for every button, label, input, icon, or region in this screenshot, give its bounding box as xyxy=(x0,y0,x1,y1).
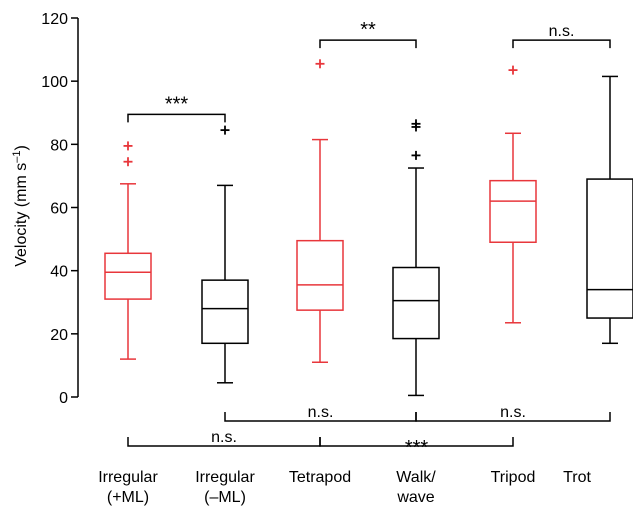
category-label-line1: Irregular xyxy=(195,469,255,486)
significance-brackets-bottom: n.s. n.s. n.s. *** xyxy=(127,404,611,459)
significance-bracket-top: n.s. xyxy=(512,23,611,49)
y-tick-label: 60 xyxy=(50,201,68,218)
y-axis-label-text: Velocity (mm s xyxy=(13,163,30,267)
interquartile-box xyxy=(104,252,152,300)
bracket-line xyxy=(319,437,514,447)
significance-bracket-bottom: *** xyxy=(319,437,514,459)
box-6 xyxy=(586,75,633,345)
x-category-label: Irregular (+ML) xyxy=(73,468,183,508)
bracket-line xyxy=(127,113,226,123)
bracket-line xyxy=(512,39,611,49)
y-axis-title: Velocity (mm s–1) xyxy=(11,145,30,267)
significance-brackets-top: ***** n.s. xyxy=(127,19,611,123)
interquartile-box xyxy=(201,279,249,345)
y-tick-label: 0 xyxy=(59,390,68,407)
outlier-marker xyxy=(220,125,230,135)
significance-bracket-bottom: n.s. xyxy=(127,429,321,447)
significance-label: ** xyxy=(360,19,376,41)
significance-label: n.s. xyxy=(549,23,575,40)
significance-label: n.s. xyxy=(500,404,526,421)
category-label-line2: (+ML) xyxy=(106,489,150,506)
interquartile-box xyxy=(489,179,537,243)
interquartile-box xyxy=(586,178,633,319)
y-tick-label: 20 xyxy=(50,327,68,344)
x-category-label: Walk/wave xyxy=(361,468,471,508)
significance-label: *** xyxy=(405,437,429,459)
outlier-marker xyxy=(411,119,421,129)
significance-label: n.s. xyxy=(211,429,237,446)
category-label-line1: Irregular xyxy=(98,469,158,486)
y-tick-label: 100 xyxy=(41,74,68,91)
category-label-line2: wave xyxy=(397,489,435,506)
box-group xyxy=(104,59,633,397)
y-axis-label-close: ) xyxy=(13,145,30,150)
outlier-marker xyxy=(508,65,518,75)
category-label-line1: Trot xyxy=(563,469,591,486)
box-1 xyxy=(104,141,152,360)
bracket-line xyxy=(319,39,417,49)
significance-bracket-top: *** xyxy=(127,93,226,123)
category-label-line1: Tripod xyxy=(490,469,536,486)
category-label-line1: Walk/ xyxy=(396,469,436,486)
y-tick-label: 120 xyxy=(41,11,68,28)
box-5 xyxy=(489,65,537,324)
outlier-marker xyxy=(123,157,133,167)
outlier-marker xyxy=(411,150,421,160)
box-4 xyxy=(392,119,440,397)
y-axis: 0 20 40 60 80 100 120 xyxy=(41,11,79,407)
significance-label: n.s. xyxy=(308,404,334,421)
category-label-line1: Tetrapod xyxy=(288,469,352,486)
bracket-line xyxy=(415,412,611,422)
x-category-label: Tripod xyxy=(458,468,568,488)
significance-bracket-bottom: n.s. xyxy=(415,404,611,422)
svg-text:Velocity (mm s–1): Velocity (mm s–1) xyxy=(11,145,30,267)
outlier-marker xyxy=(315,59,325,69)
significance-bracket-top: ** xyxy=(319,19,417,49)
x-category-label: Tetrapod xyxy=(265,468,375,488)
x-category-label: Irregular (–ML) xyxy=(170,468,280,508)
significance-label: *** xyxy=(165,93,189,115)
box-3 xyxy=(296,59,344,364)
interquartile-box xyxy=(392,266,440,340)
significance-bracket-bottom: n.s. xyxy=(224,404,417,422)
outlier-marker xyxy=(123,141,133,151)
box-2 xyxy=(201,125,249,384)
category-label-line2: (–ML) xyxy=(204,489,246,506)
y-tick-label: 80 xyxy=(50,137,68,154)
interquartile-box xyxy=(296,239,344,311)
y-axis-label-superscript: –1 xyxy=(11,151,23,163)
x-category-label: Trot xyxy=(522,468,632,488)
y-tick-label: 40 xyxy=(50,264,68,281)
